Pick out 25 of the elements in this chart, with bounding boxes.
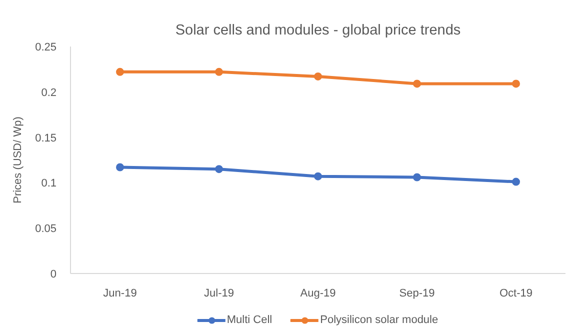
- point: [512, 178, 520, 186]
- point: [116, 163, 124, 172]
- point: [116, 68, 124, 76]
- x-tick-label: Sep-19: [399, 288, 435, 300]
- y-tick-label: 0: [50, 268, 57, 280]
- y-axis-title: Prices (USD/ Wp): [12, 116, 24, 204]
- point: [413, 80, 421, 88]
- x-tick-label: Oct-19: [499, 288, 533, 300]
- point: [314, 172, 322, 180]
- legend-label: Polysilicon solar module: [320, 313, 438, 327]
- point: [512, 80, 520, 88]
- x-tick-label: Jun-19: [103, 288, 137, 300]
- point: [413, 173, 421, 182]
- point: [215, 68, 223, 76]
- y-tick-label: 0.2: [41, 86, 57, 99]
- point: [215, 165, 223, 174]
- y-tick-label: 0.25: [35, 42, 57, 54]
- x-tick-label: Aug-19: [300, 288, 336, 300]
- x-tick-label: Jul-19: [204, 288, 234, 300]
- y-tick-label: 0.05: [35, 223, 57, 236]
- y-tick-label: 0.1: [41, 178, 57, 190]
- point: [314, 72, 322, 80]
- legend-label: Multi Cell: [226, 313, 272, 327]
- y-tick-label: 0.15: [35, 132, 57, 144]
- chart-title: Solar cells and modules - global price trends: [175, 22, 461, 38]
